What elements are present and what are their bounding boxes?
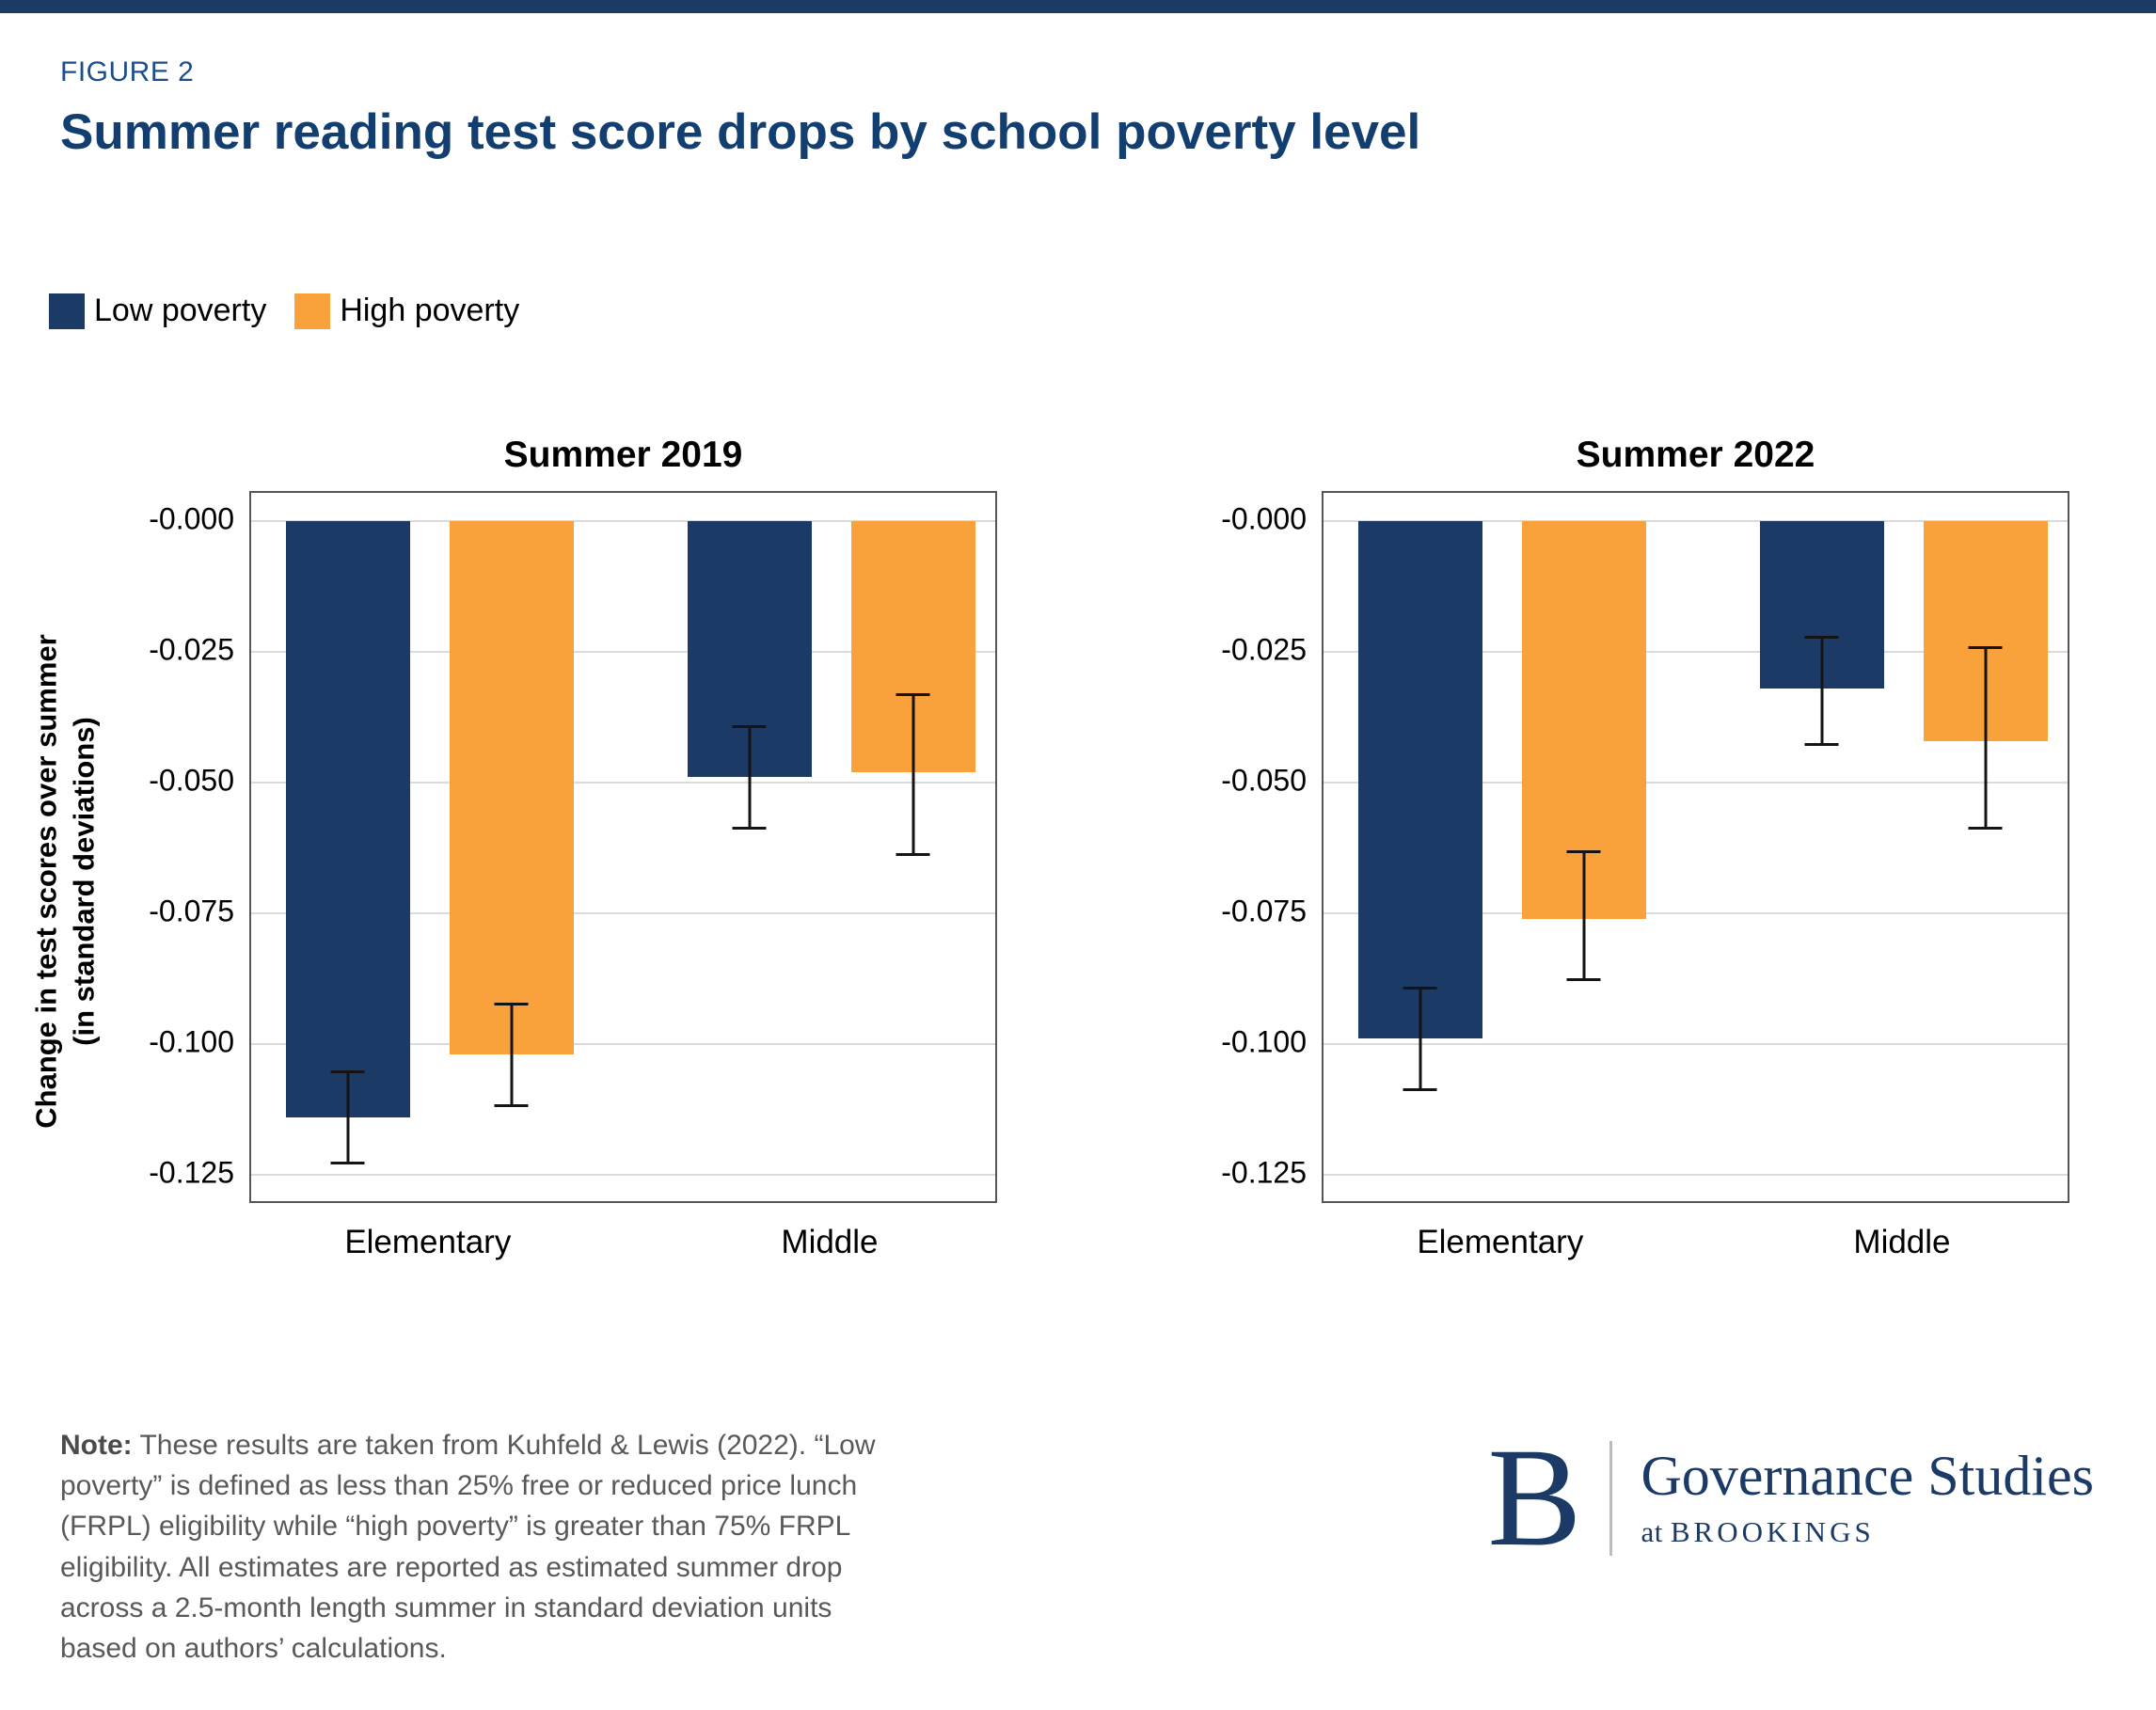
error-bar-low-poverty-elementary — [346, 1069, 350, 1164]
y-axis-title-line2: (in standard deviations) — [67, 717, 100, 1046]
logo-at-brookings: at BROOKINGS — [1641, 1515, 2094, 1549]
y-tick-label: -0.050 — [149, 763, 234, 798]
plot-area — [249, 491, 997, 1203]
y-axis-title-line1: Change in test scores over summer — [29, 634, 63, 1129]
charts-row: Change in test scores over summer (in st… — [26, 435, 2156, 1284]
gridline — [251, 1174, 995, 1176]
y-axis-title: Change in test scores over summer (in st… — [27, 515, 102, 1248]
y-tick-label: -0.025 — [1221, 632, 1307, 667]
y-tick-label: -0.125 — [1221, 1155, 1307, 1190]
y-tick-label: -0.000 — [1221, 501, 1307, 536]
figure-label: FIGURE 2 — [60, 56, 195, 87]
gridline — [1324, 1174, 2068, 1176]
legend-item-low-poverty: Low poverty — [49, 293, 266, 329]
note-body: These results are taken from Kuhfeld & L… — [60, 1430, 876, 1664]
panel-title-summer-2019: Summer 2019 — [503, 435, 743, 475]
bar-high-poverty-elementary — [449, 521, 574, 1055]
y-tick-label: -0.075 — [149, 894, 234, 928]
y-tick-label: -0.025 — [149, 632, 234, 667]
logo-letter-b: B — [1487, 1419, 1582, 1575]
brookings-logo: B Governance Studies at BROOKINGS — [1487, 1419, 2094, 1575]
y-axis-title-wrap: Change in test scores over summer (in st… — [26, 435, 103, 1281]
legend-swatch-low-poverty — [49, 293, 85, 329]
x-tick-label-elementary: Elementary — [344, 1224, 512, 1260]
logo-tagline-brand: BROOKINGS — [1670, 1515, 1875, 1549]
y-tick-label: -0.075 — [1221, 894, 1307, 928]
gridline — [251, 912, 995, 914]
gridline — [251, 1043, 995, 1045]
chart-panel-summer-2022: Summer 2022 -0.000 -0.025 -0.050 -0.075 -0.1… — [1176, 435, 2069, 1284]
brand-stripe — [0, 0, 2156, 13]
legend-label-low-poverty: Low poverty — [94, 293, 267, 328]
x-tick-labels: Elementary Middle — [249, 1224, 997, 1284]
x-tick-label-middle: Middle — [781, 1224, 879, 1260]
plot-row: -0.000 -0.025 -0.050 -0.075 -0.100 -0.125 — [103, 491, 997, 1203]
x-tick-labels: Elementary Middle — [1322, 1224, 2069, 1284]
y-tick-label: -0.050 — [1221, 763, 1307, 798]
error-bar-low-poverty-elementary — [1419, 986, 1422, 1092]
gridline — [1324, 782, 2068, 784]
logo-divider — [1609, 1440, 1613, 1556]
legend-label-high-poverty: High poverty — [340, 293, 520, 328]
logo-text: Governance Studies at BROOKINGS — [1641, 1447, 2094, 1549]
x-tick-label-middle: Middle — [1853, 1224, 1951, 1260]
page-title: Summer reading test score drops by schoo… — [60, 104, 1421, 160]
error-bar-high-poverty-elementary — [1582, 850, 1586, 982]
logo-governance-studies: Governance Studies — [1641, 1445, 2094, 1508]
header: FIGURE 2 Summer reading test score drops… — [60, 56, 2096, 161]
note-label: Note: — [60, 1430, 133, 1461]
x-tick-label-elementary: Elementary — [1417, 1224, 1584, 1260]
error-bar-low-poverty-middle — [1820, 636, 1824, 747]
chart-panel-summer-2019: Summer 2019 -0.000 -0.025 -0.050 -0.075 -0.1… — [103, 435, 997, 1284]
error-bar-low-poverty-middle — [748, 724, 752, 831]
y-tick-label: -0.000 — [149, 501, 234, 536]
y-tick-label: -0.100 — [1221, 1024, 1307, 1059]
gridline — [251, 520, 995, 522]
y-tick-label: -0.125 — [149, 1155, 234, 1190]
logo-tagline-prefix: at — [1641, 1515, 1663, 1549]
error-bar-high-poverty-middle — [1984, 646, 1988, 831]
gridline — [1324, 1043, 2068, 1045]
gridline — [251, 651, 995, 653]
y-tick-labels: -0.000 -0.025 -0.050 -0.075 -0.100 -0.125 — [1176, 491, 1322, 1203]
plot-row: -0.000 -0.025 -0.050 -0.075 -0.100 -0.125 — [1176, 491, 2069, 1203]
plot-area — [1322, 491, 2069, 1203]
error-bar-high-poverty-middle — [912, 693, 915, 856]
note-text: Note: These results are taken from Kuhfe… — [60, 1425, 912, 1669]
gridline — [1324, 912, 2068, 914]
panel-title-summer-2022: Summer 2022 — [1576, 435, 1815, 475]
bar-low-poverty-elementary — [1357, 521, 1482, 1039]
y-tick-label: -0.100 — [149, 1024, 234, 1059]
legend: Low poverty High poverty — [49, 293, 2096, 329]
error-bar-high-poverty-elementary — [510, 1002, 514, 1107]
bar-low-poverty-elementary — [285, 521, 410, 1117]
legend-swatch-high-poverty — [294, 293, 331, 329]
gridline — [1324, 520, 2068, 522]
gridline — [251, 782, 995, 784]
gridline — [1324, 651, 2068, 653]
legend-item-high-poverty: High poverty — [294, 293, 519, 329]
footer: Note: These results are taken from Kuhfe… — [60, 1425, 2109, 1669]
y-tick-labels: -0.000 -0.025 -0.050 -0.075 -0.100 -0.125 — [103, 491, 249, 1203]
